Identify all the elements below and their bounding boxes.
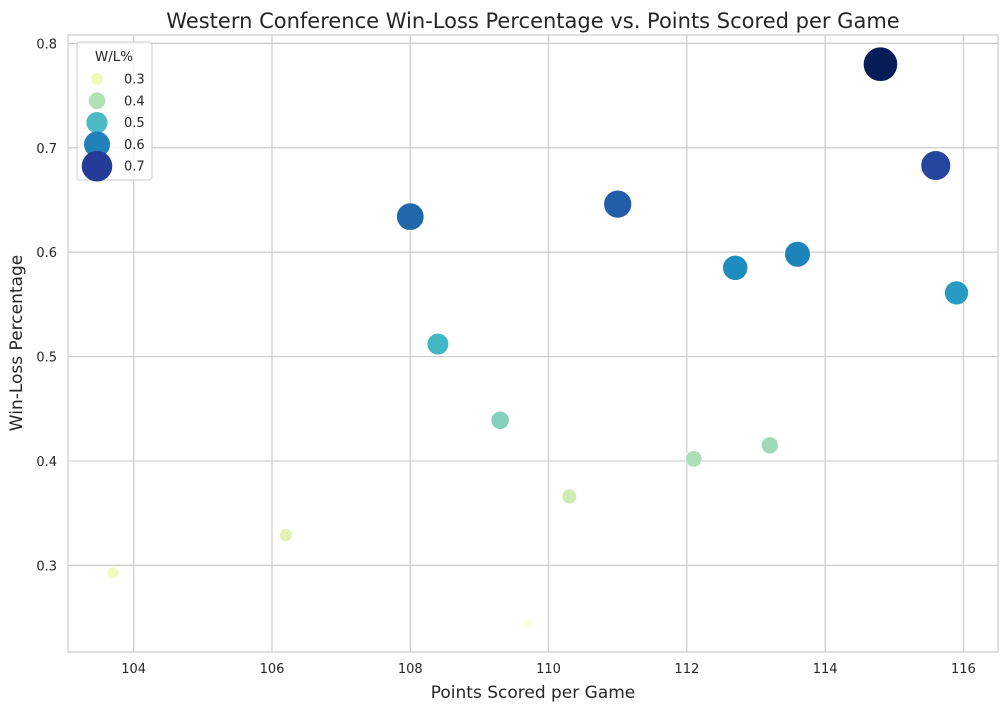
legend-marker bbox=[88, 92, 106, 110]
data-point bbox=[722, 254, 749, 281]
data-point bbox=[944, 280, 969, 306]
y-tick-label: 0.5 bbox=[36, 351, 57, 366]
data-points bbox=[106, 46, 969, 629]
x-tick-label: 116 bbox=[951, 662, 976, 677]
x-axis-label: Points Scored per Game bbox=[431, 683, 636, 703]
legend: W/L% 0.3 0.4 0.5 0.6 0.7 bbox=[76, 41, 153, 182]
data-point bbox=[278, 528, 293, 543]
y-tick-labels: 0.3 0.4 0.5 0.6 0.7 0.8 bbox=[36, 37, 57, 574]
x-tick-label: 106 bbox=[260, 662, 285, 677]
x-tick-labels: 104 106 108 110 112 114 116 bbox=[121, 662, 976, 677]
data-point bbox=[490, 410, 510, 430]
y-tick-label: 0.8 bbox=[36, 37, 57, 52]
data-point bbox=[920, 150, 952, 181]
legend-items: 0.3 0.4 0.5 0.6 0.7 bbox=[81, 73, 145, 182]
legend-label: 0.7 bbox=[124, 160, 145, 175]
gridlines bbox=[68, 35, 998, 652]
y-axis-label: Win-Loss Percentage bbox=[7, 255, 27, 431]
x-tick-label: 108 bbox=[398, 662, 423, 677]
data-point bbox=[522, 618, 533, 629]
data-point bbox=[862, 46, 899, 82]
data-point bbox=[685, 450, 703, 468]
x-tick-label: 112 bbox=[674, 662, 699, 677]
plot-area bbox=[67, 34, 999, 653]
legend-label: 0.3 bbox=[124, 73, 145, 88]
chart-title: Western Conference Win-Loss Percentage v… bbox=[166, 9, 899, 33]
data-point bbox=[603, 189, 633, 219]
x-tick-label: 104 bbox=[121, 662, 146, 677]
legend-label: 0.5 bbox=[124, 116, 145, 131]
legend-marker bbox=[91, 73, 103, 85]
data-point bbox=[760, 436, 779, 455]
legend-marker bbox=[86, 111, 108, 134]
legend-label: 0.6 bbox=[124, 138, 145, 153]
data-point bbox=[396, 202, 425, 231]
legend-marker bbox=[81, 150, 113, 182]
data-point bbox=[106, 566, 120, 579]
legend-label: 0.4 bbox=[124, 94, 145, 109]
legend-marker bbox=[84, 131, 110, 158]
data-point bbox=[784, 240, 811, 268]
y-tick-label: 0.3 bbox=[36, 559, 57, 574]
x-tick-label: 114 bbox=[813, 662, 838, 677]
legend-title: W/L% bbox=[95, 49, 133, 65]
data-point bbox=[561, 488, 578, 505]
y-tick-label: 0.7 bbox=[36, 142, 57, 157]
x-tick-label: 110 bbox=[536, 662, 561, 677]
y-tick-label: 0.4 bbox=[36, 455, 57, 470]
data-point bbox=[426, 332, 450, 356]
y-tick-label: 0.6 bbox=[36, 246, 57, 261]
